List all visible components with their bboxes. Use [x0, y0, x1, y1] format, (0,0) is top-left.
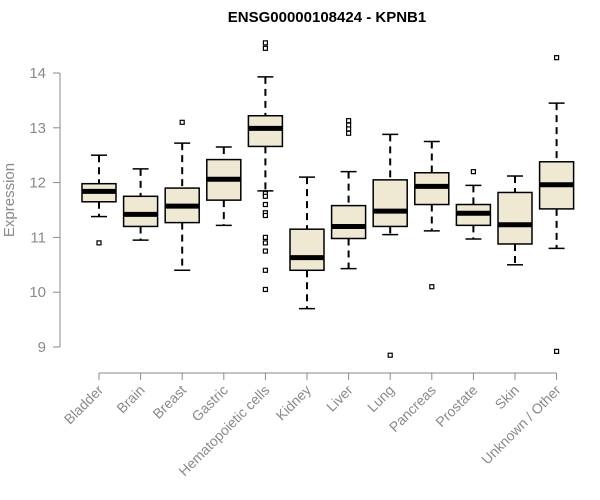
box-hematopoietic-cells: [247, 40, 284, 293]
chart-title: ENSG00000108424 - KPNB1: [228, 9, 426, 26]
outlier-point: [346, 118, 352, 124]
outlier-point: [553, 55, 560, 61]
box-iqr: [289, 228, 325, 272]
outlier-point: [346, 130, 352, 136]
x-tick-label: Lung: [364, 382, 397, 415]
x-tick-label: Brain: [113, 382, 147, 416]
x-tick-label: Skin: [492, 382, 523, 413]
y-tick-label: 14: [29, 65, 46, 82]
y-tick-label: 10: [29, 284, 46, 301]
box-breast: [164, 119, 200, 272]
outlier-point: [346, 126, 352, 132]
y-tick-label: 9: [38, 339, 46, 356]
box-bladder: [81, 154, 117, 246]
x-tick-label: Prostate: [432, 382, 480, 430]
y-tick-label: 11: [30, 229, 46, 246]
y-axis: 9 10 11 12 13 14: [29, 65, 61, 356]
y-axis-label: Expression: [1, 163, 18, 237]
box-iqr: [497, 191, 533, 245]
outlier-point: [262, 40, 268, 46]
outlier-point: [262, 234, 268, 240]
box-liver: [330, 118, 367, 270]
x-tick-label: Kidney: [273, 382, 315, 424]
x-tick-label: Bladder: [61, 382, 107, 428]
outlier-point: [96, 240, 102, 246]
box-brain: [122, 168, 159, 241]
outlier-point: [179, 119, 185, 125]
outlier-point: [387, 352, 393, 358]
outlier-point: [553, 348, 560, 354]
x-tick-label: Unknown / Other: [478, 382, 564, 468]
outlier-point: [262, 240, 268, 246]
box-iqr: [372, 179, 408, 228]
box-kidney: [289, 176, 325, 310]
plot-area: [81, 40, 575, 358]
x-tick-label: Liver: [323, 382, 356, 415]
outlier-point: [470, 169, 476, 175]
box-unknown-other: [538, 55, 575, 354]
box-iqr: [247, 114, 284, 148]
box-lung: [372, 133, 408, 358]
y-tick-label: 13: [29, 120, 46, 137]
y-tick-label: 12: [29, 175, 46, 192]
box-prostate: [455, 169, 492, 240]
box-iqr: [122, 195, 159, 228]
box-iqr: [330, 204, 367, 240]
outlier-point: [262, 45, 268, 51]
outlier-point: [262, 286, 268, 293]
box-skin: [497, 175, 533, 266]
outlier-point: [262, 201, 268, 208]
outlier-point: [262, 212, 268, 219]
outlier-point: [262, 267, 268, 273]
outlier-point: [262, 193, 268, 199]
outlier-point: [262, 248, 268, 254]
x-tick-label: Breast: [149, 382, 189, 422]
box-pancreas: [414, 140, 450, 290]
box-gastric: [206, 146, 242, 227]
outlier-point: [429, 284, 435, 290]
